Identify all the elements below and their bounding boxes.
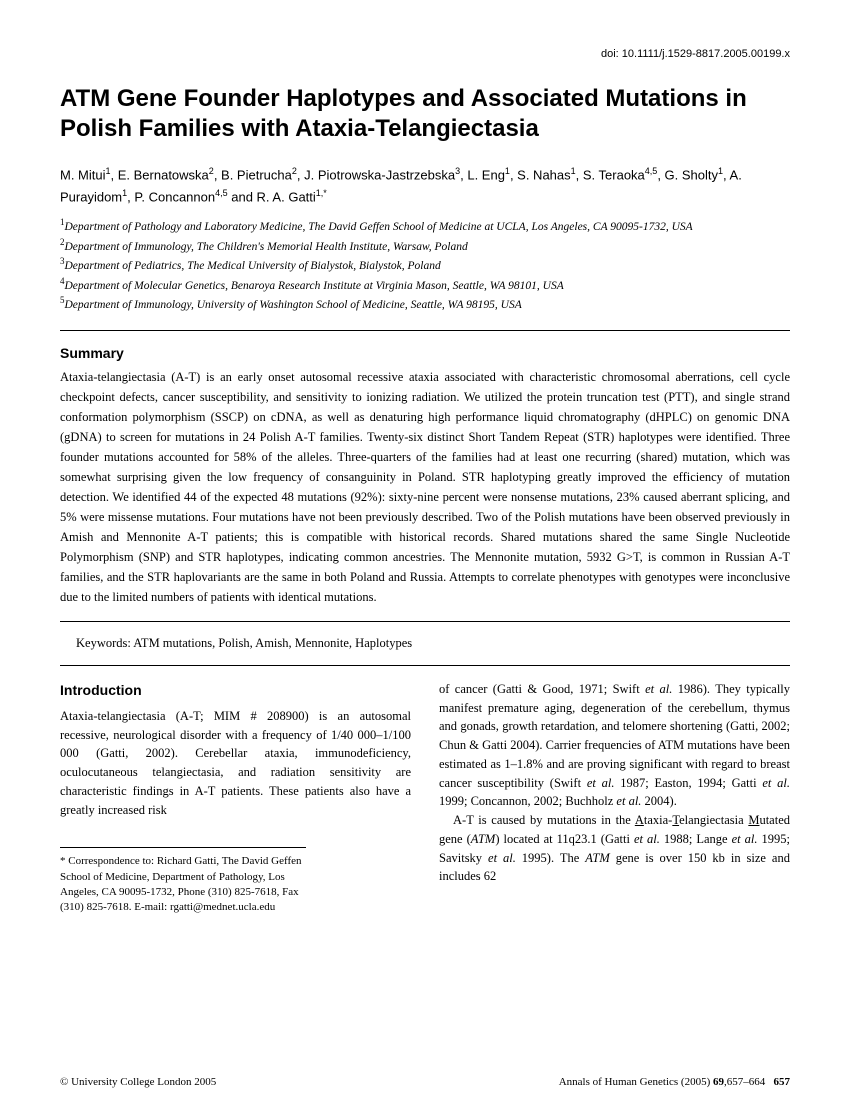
intro-paragraph-3: A-T is caused by mutations in the Ataxia…	[439, 811, 790, 886]
body-columns: Introduction Ataxia-telangiectasia (A-T;…	[60, 680, 790, 916]
intro-paragraph-1: Ataxia-telangiectasia (A-T; MIM # 208900…	[60, 707, 411, 820]
correspondence-note: * Correspondence to: Richard Gatti, The …	[60, 847, 306, 916]
copyright: © University College London 2005	[60, 1076, 216, 1088]
column-right: of cancer (Gatti & Good, 1971; Swift et …	[439, 680, 790, 916]
author-list: M. Mitui1, E. Bernatowska2, B. Pietrucha…	[60, 164, 790, 208]
affiliations: 1Department of Pathology and Laboratory …	[60, 216, 790, 314]
rule-top	[60, 330, 790, 331]
summary-heading: Summary	[60, 345, 790, 361]
article-title: ATM Gene Founder Haplotypes and Associat…	[60, 84, 790, 144]
doi-text: doi: 10.1111/j.1529-8817.2005.00199.x	[60, 48, 790, 60]
keywords: Keywords: ATM mutations, Polish, Amish, …	[60, 636, 790, 651]
intro-paragraph-2: of cancer (Gatti & Good, 1971; Swift et …	[439, 680, 790, 811]
rule-mid2	[60, 665, 790, 666]
intro-heading: Introduction	[60, 680, 411, 701]
page-number: 657	[774, 1076, 791, 1088]
summary-text: Ataxia-telangiectasia (A-T) is an early …	[60, 367, 790, 607]
column-left: Introduction Ataxia-telangiectasia (A-T;…	[60, 680, 411, 916]
page-footer: © University College London 2005 Annals …	[60, 1076, 790, 1088]
citation-footer: Annals of Human Genetics (2005) 69,657–6…	[559, 1076, 790, 1088]
rule-mid1	[60, 621, 790, 622]
